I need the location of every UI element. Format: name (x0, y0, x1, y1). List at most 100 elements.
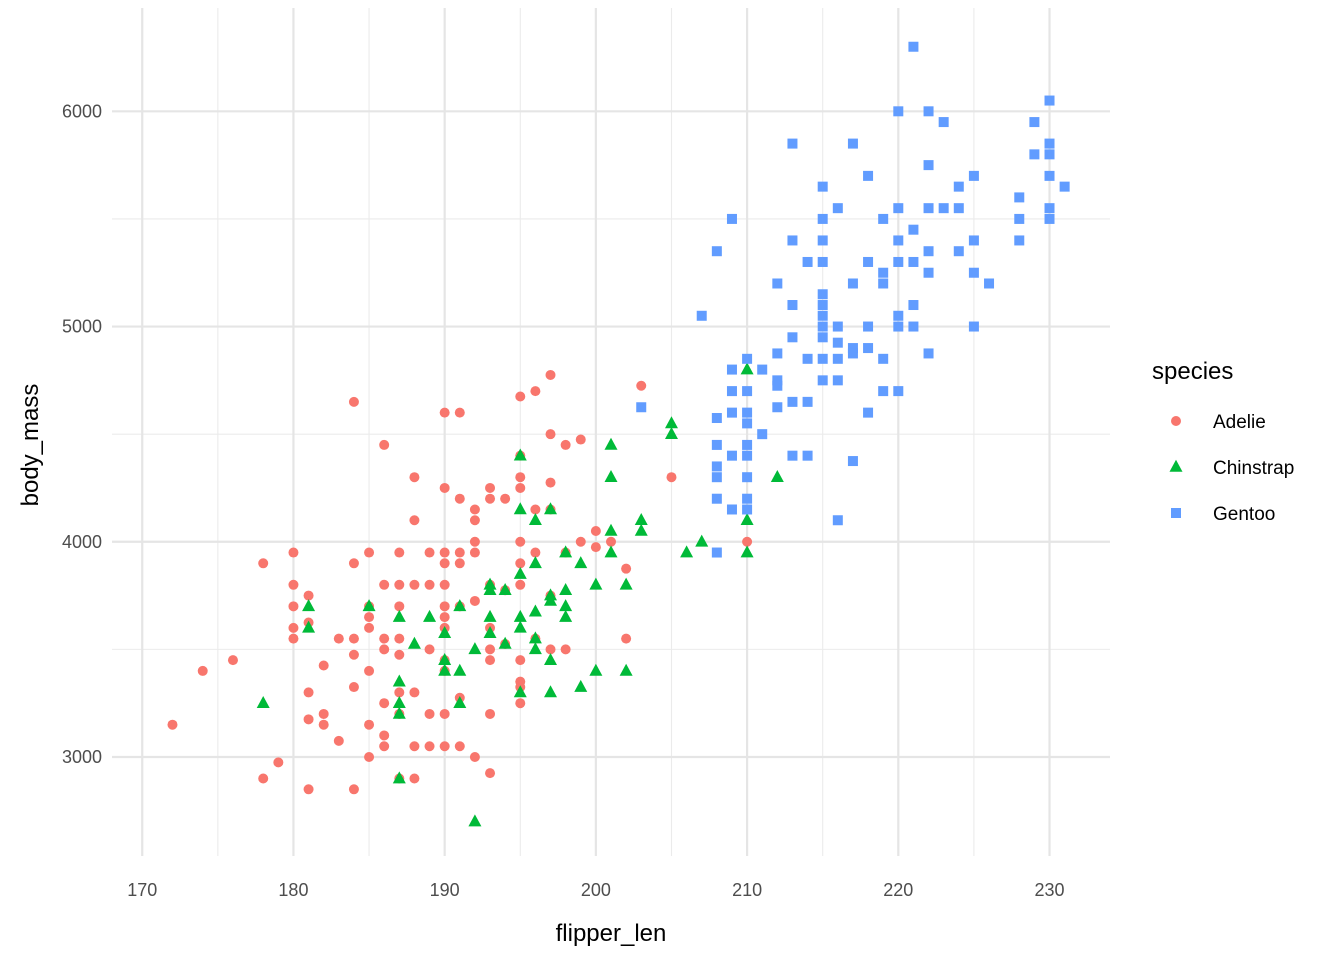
point-adelie (288, 579, 299, 590)
point-gentoo (787, 235, 798, 246)
point-chinstrap (392, 609, 406, 622)
point-adelie (288, 601, 299, 612)
point-adelie (348, 633, 359, 644)
point-adelie (515, 558, 526, 569)
point-gentoo (923, 348, 934, 359)
point-gentoo (711, 493, 722, 504)
point-gentoo (968, 321, 979, 332)
point-gentoo (742, 353, 753, 364)
point-gentoo (742, 504, 753, 515)
y-axis-ticks: 3000 4000 5000 6000 (62, 101, 102, 767)
point-gentoo (968, 170, 979, 181)
point-adelie (454, 558, 465, 569)
point-adelie (469, 504, 480, 515)
legend: species Adelie Chinstrap Gentoo (1152, 358, 1294, 525)
point-gentoo (878, 386, 889, 397)
point-chinstrap (574, 556, 588, 569)
point-adelie (424, 741, 435, 752)
point-adelie (560, 439, 571, 450)
point-gentoo (696, 310, 707, 321)
point-chinstrap (468, 814, 482, 827)
point-adelie (485, 644, 496, 655)
point-gentoo (787, 300, 798, 311)
point-adelie (515, 655, 526, 666)
point-adelie (469, 515, 480, 526)
point-gentoo (878, 267, 889, 278)
point-adelie (379, 741, 390, 752)
point-adelie (364, 665, 375, 676)
point-adelie (454, 493, 465, 504)
point-adelie (379, 644, 390, 655)
point-chinstrap (528, 513, 542, 526)
point-gentoo (893, 203, 904, 214)
point-adelie (439, 601, 450, 612)
x-tick-label: 200 (581, 880, 611, 900)
point-adelie (590, 542, 601, 553)
point-gentoo (742, 493, 753, 504)
point-chinstrap (544, 593, 558, 606)
point-adelie (227, 655, 238, 666)
point-adelie (424, 644, 435, 655)
point-chinstrap (559, 609, 573, 622)
point-adelie (515, 536, 526, 547)
point-adelie (409, 472, 420, 483)
point-adelie (303, 784, 314, 795)
point-chinstrap (634, 523, 648, 536)
x-axis-title: flipper_len (556, 920, 667, 947)
point-chinstrap (740, 362, 754, 375)
point-adelie (439, 612, 450, 623)
point-gentoo (1044, 149, 1055, 160)
point-chinstrap (407, 636, 421, 649)
point-gentoo (817, 235, 828, 246)
legend-label-chinstrap: Chinstrap (1213, 458, 1294, 479)
point-chinstrap (423, 609, 437, 622)
point-adelie (515, 391, 526, 402)
point-gentoo (1044, 213, 1055, 224)
point-gentoo (742, 450, 753, 461)
legend-key-gentoo (1171, 508, 1181, 518)
point-adelie (348, 682, 359, 693)
point-gentoo (817, 321, 828, 332)
point-gentoo (742, 439, 753, 450)
point-gentoo (787, 138, 798, 149)
point-adelie (273, 757, 284, 768)
point-adelie (379, 698, 390, 709)
point-adelie (545, 644, 556, 655)
point-gentoo (817, 310, 828, 321)
point-gentoo (711, 439, 722, 450)
point-adelie (742, 536, 753, 547)
point-gentoo (742, 407, 753, 418)
point-chinstrap (680, 545, 694, 558)
point-gentoo (832, 337, 843, 348)
point-adelie (545, 477, 556, 488)
point-gentoo (1014, 235, 1025, 246)
point-chinstrap (302, 599, 316, 612)
point-gentoo (968, 267, 979, 278)
point-gentoo (711, 461, 722, 472)
point-adelie (258, 558, 269, 569)
point-gentoo (726, 450, 737, 461)
point-adelie (454, 407, 465, 418)
legend-label-adelie: Adelie (1213, 412, 1266, 433)
point-chinstrap (559, 545, 573, 558)
point-adelie (424, 708, 435, 719)
point-gentoo (711, 472, 722, 483)
point-chinstrap (438, 652, 452, 665)
point-chinstrap (604, 545, 618, 558)
x-tick-label: 170 (127, 880, 157, 900)
point-gentoo (817, 375, 828, 386)
point-adelie (318, 660, 329, 671)
point-adelie (590, 526, 601, 537)
point-gentoo (847, 343, 858, 354)
point-adelie (424, 579, 435, 590)
point-gentoo (817, 332, 828, 343)
point-adelie (288, 633, 299, 644)
point-chinstrap (574, 679, 588, 692)
point-chinstrap (438, 663, 452, 676)
point-gentoo (802, 450, 813, 461)
point-gentoo (893, 235, 904, 246)
point-gentoo (968, 235, 979, 246)
point-gentoo (817, 181, 828, 192)
point-chinstrap (362, 599, 376, 612)
x-tick-label: 220 (883, 880, 913, 900)
